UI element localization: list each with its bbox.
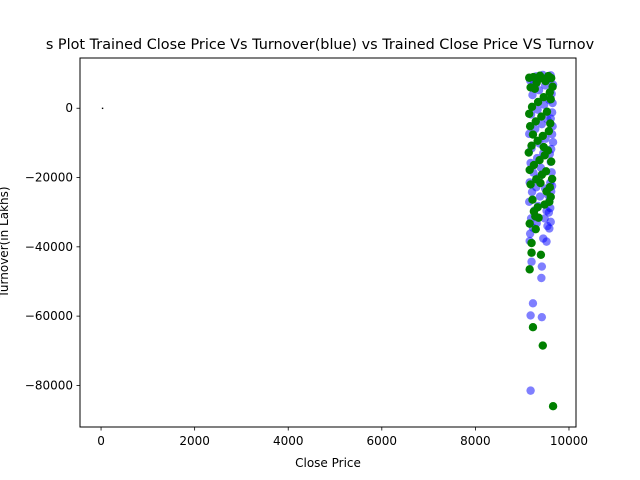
x-tick-label: 8000 <box>460 434 491 448</box>
data-point <box>527 102 537 112</box>
x-tick-label: 2000 <box>179 434 210 448</box>
data-point <box>533 97 543 107</box>
data-point <box>542 107 552 116</box>
data-point <box>546 119 555 128</box>
data-point <box>539 142 548 152</box>
plot-points <box>101 70 558 411</box>
data-point <box>541 167 551 176</box>
x-tick-label: 0 <box>97 434 105 448</box>
data-point <box>537 273 546 283</box>
data-point <box>525 109 534 118</box>
data-point <box>527 141 536 150</box>
data-point <box>535 71 545 80</box>
data-point <box>539 234 548 243</box>
y-axis-label: Turnover(in Lakhs) <box>0 186 11 298</box>
data-point <box>537 312 547 322</box>
x-axis: 0 2000 4000 6000 8000 10000 <box>97 427 588 448</box>
data-point <box>538 341 547 350</box>
data-point <box>543 221 552 231</box>
data-point <box>526 311 535 320</box>
data-point <box>531 117 540 126</box>
y-tick-label: −80000 <box>25 378 73 392</box>
data-point <box>528 130 538 139</box>
data-point <box>526 386 535 395</box>
data-point <box>544 126 554 136</box>
data-point <box>531 212 540 221</box>
data-point <box>525 122 535 131</box>
y-tick-label: 0 <box>65 101 73 115</box>
data-point <box>536 250 546 259</box>
data-point <box>529 160 539 170</box>
data-point <box>548 402 558 411</box>
data-point <box>527 248 536 257</box>
data-point <box>526 180 535 189</box>
data-point <box>545 183 554 192</box>
data-point <box>525 219 534 228</box>
data-point <box>528 323 538 332</box>
x-tick-label: 10000 <box>550 434 588 448</box>
data-point <box>548 82 557 91</box>
data-point <box>548 137 558 147</box>
data-point <box>528 195 537 204</box>
data-point <box>530 84 540 94</box>
data-point <box>525 73 534 82</box>
data-point <box>547 157 556 166</box>
data-point <box>546 95 555 104</box>
chart-title: s Plot Trained Close Price Vs Turnover(b… <box>46 37 595 53</box>
data-point <box>528 299 538 308</box>
data-point <box>540 214 549 223</box>
y-tick-label: −60000 <box>25 309 73 323</box>
x-tick-label: 4000 <box>273 434 304 448</box>
data-point <box>527 257 536 266</box>
y-axis: 0 −20000 −40000 −60000 −80000 <box>25 101 80 392</box>
data-point <box>527 238 536 248</box>
data-point <box>538 131 547 141</box>
data-point <box>525 265 534 274</box>
series-3 <box>101 107 104 110</box>
data-point <box>547 174 557 184</box>
data-point <box>537 112 546 121</box>
data-point <box>533 203 542 212</box>
data-point <box>535 192 545 201</box>
series-2 <box>524 71 558 411</box>
data-point <box>536 178 545 188</box>
data-point <box>531 224 540 234</box>
x-axis-label: Close Price <box>295 456 361 470</box>
data-point <box>537 262 547 271</box>
y-tick-label: −40000 <box>25 240 73 254</box>
y-tick-label: −20000 <box>25 171 73 185</box>
data-point <box>524 148 533 157</box>
data-point <box>539 92 548 102</box>
x-tick-label: 6000 <box>367 434 398 448</box>
data-point <box>541 77 550 86</box>
data-point <box>101 107 104 110</box>
plot-frame <box>79 57 577 428</box>
